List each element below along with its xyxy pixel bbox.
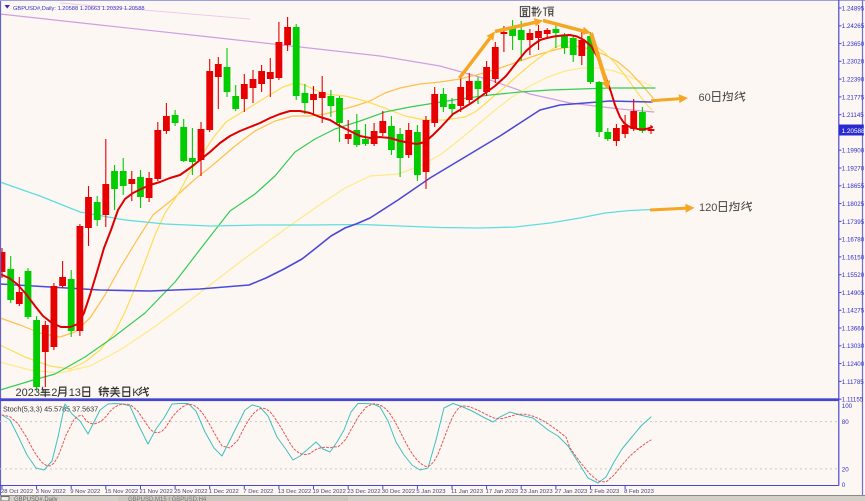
svg-text:21 Nov 2022: 21 Nov 2022 xyxy=(140,489,173,495)
svg-text:30 Dec 2022: 30 Dec 2022 xyxy=(382,489,415,495)
svg-text:2023: 2023 xyxy=(16,387,40,399)
svg-text:1 Dec 2022: 1 Dec 2022 xyxy=(209,489,239,495)
svg-text:2 Feb 2023: 2 Feb 2023 xyxy=(590,489,621,495)
svg-text:120: 120 xyxy=(699,202,717,214)
svg-text:1.13030: 1.13030 xyxy=(842,343,865,350)
svg-text:1.12400: 1.12400 xyxy=(842,361,865,368)
svg-text:1.18025: 1.18025 xyxy=(842,201,865,208)
svg-text:13: 13 xyxy=(69,387,81,399)
svg-text:100: 100 xyxy=(842,403,853,410)
svg-text:Stoch(5,3,3) 45.5785 37.5637: Stoch(5,3,3) 45.5785 37.5637 xyxy=(3,405,98,414)
svg-text:1.13660: 1.13660 xyxy=(842,325,865,332)
svg-text:1.22390: 1.22390 xyxy=(842,77,865,84)
svg-text:1.21775: 1.21775 xyxy=(842,94,865,101)
svg-text:K: K xyxy=(132,387,140,399)
svg-text:8 Feb 2023: 8 Feb 2023 xyxy=(624,489,655,495)
svg-text:1.16150: 1.16150 xyxy=(842,254,865,261)
svg-text:1.23650: 1.23650 xyxy=(842,41,865,48)
svg-text:20: 20 xyxy=(842,466,849,473)
svg-text:25 Nov 2022: 25 Nov 2022 xyxy=(174,489,207,495)
svg-text:15 Nov 2022: 15 Nov 2022 xyxy=(105,489,138,495)
svg-text:17 Jan 2023: 17 Jan 2023 xyxy=(486,489,519,495)
svg-text:1.11155: 1.11155 xyxy=(842,397,864,404)
svg-text:0: 0 xyxy=(842,482,846,489)
svg-text:9 Nov 2022: 9 Nov 2022 xyxy=(70,489,100,495)
svg-text:1.20588: 1.20588 xyxy=(842,128,865,135)
svg-text:13 Dec 2022: 13 Dec 2022 xyxy=(278,489,311,495)
svg-text:19 Dec 2022: 19 Dec 2022 xyxy=(313,489,346,495)
svg-text:1.24895: 1.24895 xyxy=(842,5,865,12)
svg-text:1.21145: 1.21145 xyxy=(842,112,864,119)
svg-text:2: 2 xyxy=(51,387,57,399)
svg-text:1.15520: 1.15520 xyxy=(842,272,865,279)
svg-text:1.19270: 1.19270 xyxy=(842,165,865,172)
svg-text:28 Oct 2022: 28 Oct 2022 xyxy=(1,489,33,495)
svg-text:23 Jan 2023: 23 Jan 2023 xyxy=(520,489,553,495)
svg-text:11 Jan 2023: 11 Jan 2023 xyxy=(451,489,484,495)
svg-text:1.23020: 1.23020 xyxy=(842,59,865,66)
svg-text:1.19900: 1.19900 xyxy=(842,148,865,155)
svg-text:1.24265: 1.24265 xyxy=(842,23,865,30)
svg-text:GBPUSD#,Daily: 1.20588 1.20663: GBPUSD#,Daily: 1.20588 1.20663 1.20329 1… xyxy=(13,6,145,12)
svg-text:27 Jan 2023: 27 Jan 2023 xyxy=(555,489,588,495)
svg-text:23 Dec 2022: 23 Dec 2022 xyxy=(347,489,380,495)
svg-text:1.16780: 1.16780 xyxy=(842,237,865,244)
svg-text:60: 60 xyxy=(699,92,711,104)
svg-text:GBPUSD#,Daily: GBPUSD#,Daily xyxy=(14,497,58,501)
svg-text:1.11785: 1.11785 xyxy=(842,379,864,386)
svg-text:3 Nov 2022: 3 Nov 2022 xyxy=(36,489,66,495)
svg-text:5 Jan 2023: 5 Jan 2023 xyxy=(416,489,446,495)
svg-text:1.17395: 1.17395 xyxy=(842,219,865,226)
svg-text:7 Dec 2022: 7 Dec 2022 xyxy=(243,489,273,495)
svg-text:80: 80 xyxy=(842,419,849,426)
svg-text:1.14275: 1.14275 xyxy=(842,308,865,315)
svg-text:GBPUSD,M15 | GBPUSD,H4: GBPUSD,M15 | GBPUSD,H4 xyxy=(128,497,207,501)
svg-text:1.14905: 1.14905 xyxy=(842,290,865,297)
svg-text:1.18655: 1.18655 xyxy=(842,183,865,190)
